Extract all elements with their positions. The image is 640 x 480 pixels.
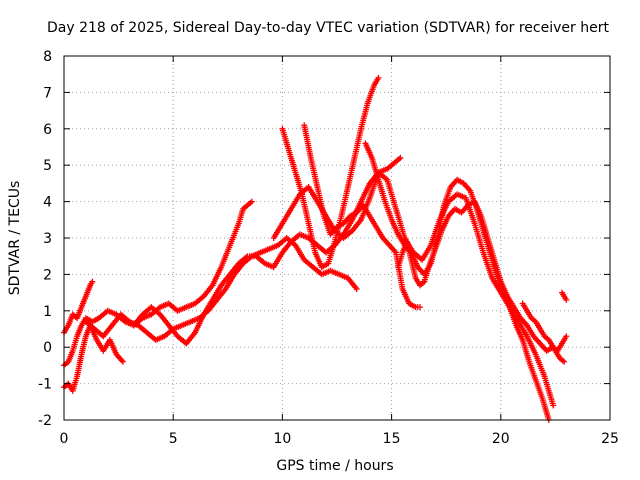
x-tick-label: 5: [169, 431, 178, 447]
data-points: [61, 74, 570, 423]
x-tick-label: 10: [273, 431, 291, 447]
y-tick-label: 8: [43, 49, 52, 65]
data-point: [563, 333, 570, 340]
series-track-a: [61, 278, 96, 336]
data-point: [353, 285, 360, 292]
series-track-k: [519, 300, 570, 354]
data-point: [561, 358, 568, 365]
x-axis-label: GPS time / hours: [276, 458, 393, 474]
data-point: [416, 304, 423, 311]
series-track-c: [61, 322, 126, 394]
series-track-d: [82, 235, 360, 343]
y-tick-label: -1: [38, 377, 52, 393]
y-tick-label: 1: [43, 304, 52, 320]
y-tick-label: 3: [43, 231, 52, 247]
data-point: [89, 278, 96, 285]
series-track-h: [270, 169, 557, 409]
x-tick-label: 20: [492, 431, 510, 447]
axis-ticks: [63, 55, 611, 421]
y-axis-label: SDTVAR / TECUs: [7, 181, 23, 296]
tick-labels: 0 5 10 15 20 25 -2 -1 0 1 2 3 4 5 6 7 8: [38, 49, 619, 447]
y-tick-label: 0: [43, 340, 52, 356]
y-tick-label: 7: [43, 85, 52, 101]
x-tick-label: 15: [383, 431, 401, 447]
data-point: [550, 402, 557, 409]
data-point: [248, 198, 255, 205]
series-track-g: [301, 122, 423, 311]
data-point: [397, 154, 404, 161]
x-tick-label: 0: [60, 431, 69, 447]
series-track-i: [362, 140, 552, 423]
y-tick-label: -2: [38, 413, 52, 429]
y-tick-label: 6: [43, 122, 52, 138]
data-point: [119, 358, 126, 365]
series-track-l: [558, 289, 570, 303]
x-tick-label: 25: [601, 431, 619, 447]
y-tick-label: 2: [43, 267, 52, 283]
chart-title: Day 218 of 2025, Sidereal Day-to-day VTE…: [47, 20, 609, 36]
series-track-j: [395, 198, 568, 365]
series-track-f: [279, 74, 382, 271]
data-point: [375, 74, 382, 81]
data-point: [563, 296, 570, 303]
y-tick-label: 5: [43, 158, 52, 174]
y-tick-label: 4: [43, 195, 52, 211]
